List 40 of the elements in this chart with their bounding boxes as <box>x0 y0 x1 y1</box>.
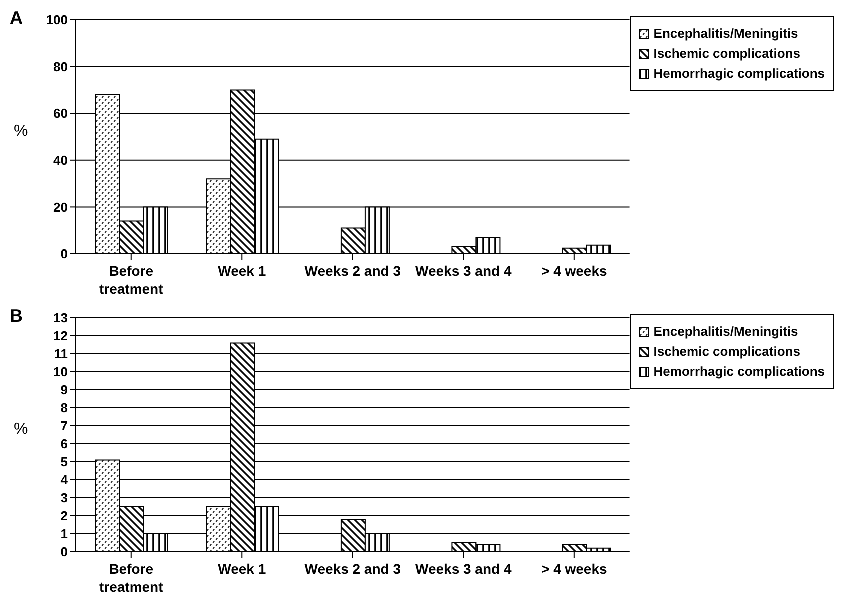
y-tick-label: 5 <box>60 454 68 470</box>
legend-label: Hemorrhagic complications <box>654 66 825 81</box>
y-tick-label: 80 <box>54 59 68 74</box>
legend-label: Hemorrhagic complications <box>654 364 825 379</box>
y-tick-label: 100 <box>46 12 68 28</box>
y-axis-title: % <box>14 123 28 141</box>
legend-label: Ischemic complications <box>654 344 800 359</box>
y-tick-label: 3 <box>60 490 68 506</box>
y-tick-label: 1 <box>60 526 68 542</box>
y-tick-label: 0 <box>60 544 68 560</box>
x-tick-label: Week 1 <box>218 561 266 577</box>
x-tick-label: Weeks 3 and 4 <box>416 263 512 279</box>
x-tick-label: Before treatment <box>99 561 164 595</box>
y-tick-label: 20 <box>54 200 68 215</box>
y-tick-label: 4 <box>60 472 69 488</box>
y-tick-label: 13 <box>54 310 68 326</box>
y-tick-label: 9 <box>60 382 68 398</box>
x-tick-label: Before treatment <box>99 263 164 297</box>
y-tick-label: 40 <box>54 153 68 168</box>
y-axis-title: % <box>14 421 28 439</box>
y-tick-label: 7 <box>60 418 68 434</box>
x-tick-label: Weeks 3 and 4 <box>416 561 512 577</box>
y-tick-label: 8 <box>60 400 68 416</box>
y-tick-label: 11 <box>54 346 68 362</box>
x-tick-label: Week 1 <box>218 263 266 279</box>
x-tick-label: Weeks 2 and 3 <box>304 561 402 577</box>
y-tick-label: 12 <box>54 328 68 344</box>
y-tick-label: 60 <box>54 106 68 122</box>
chart-title: B <box>10 306 23 327</box>
x-tick-label: > 4 weeks <box>542 263 608 279</box>
chart-title: A <box>10 8 23 29</box>
y-tick-label: 10 <box>54 364 68 380</box>
legend-label: Ischemic complications <box>654 46 800 61</box>
y-tick-label: 2 <box>60 508 68 524</box>
y-tick-label: 6 <box>60 436 68 452</box>
y-tick-label: 0 <box>60 246 68 262</box>
legend-label: Encephalitis/Meningitis <box>654 324 798 339</box>
x-tick-label: > 4 weeks <box>542 561 608 577</box>
x-tick-label: Weeks 2 and 3 <box>304 263 402 279</box>
legend-label: Encephalitis/Meningitis <box>654 26 798 41</box>
